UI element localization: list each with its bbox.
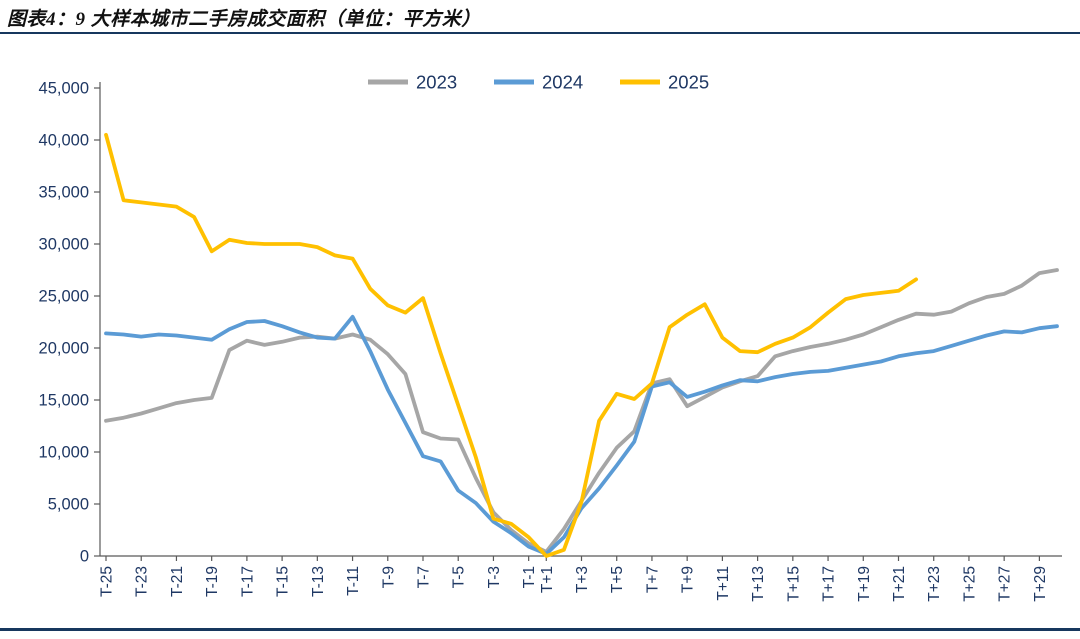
x-axis-label: T+25	[961, 566, 978, 602]
y-axis-label: 35,000	[39, 184, 89, 202]
y-axis-label: 45,000	[39, 80, 89, 98]
x-axis-label: T-9	[380, 566, 397, 588]
series-2025-line	[104, 132, 918, 558]
x-axis-label: T-25	[99, 566, 116, 597]
x-axis-label: T+29	[1032, 566, 1049, 602]
legend-label-2024: 2024	[542, 72, 583, 93]
y-axis-label: 5,000	[48, 496, 89, 514]
x-axis-label: T-17	[239, 566, 256, 597]
x-axis-label: T-21	[169, 566, 186, 597]
x-axis-label: T+27	[997, 566, 1014, 602]
x-axis-label: T-1	[521, 566, 538, 588]
x-axis-label: T+17	[821, 566, 838, 602]
title-underline-rule	[0, 32, 1080, 34]
y-axis-label: 40,000	[39, 132, 89, 150]
figure-title: 图表4：9 大样本城市二手房成交面积（单位：平方米）	[7, 9, 481, 30]
y-axis-label: 10,000	[39, 444, 89, 462]
x-axis-label: T+23	[926, 566, 943, 602]
x-axis-label: T-3	[486, 566, 503, 588]
x-axis-label: T-13	[310, 566, 327, 597]
x-axis-label: T+21	[891, 566, 908, 602]
x-axis-label: T-11	[345, 566, 362, 596]
legend-label-2023: 2023	[416, 72, 457, 93]
x-axis-label: T-15	[275, 566, 292, 597]
y-axis-label: 30,000	[39, 236, 89, 254]
x-axis-label: T+5	[609, 566, 626, 593]
y-axis-label: 15,000	[39, 392, 89, 410]
x-axis-label: T+3	[574, 566, 591, 593]
x-axis-label: T-7	[416, 566, 433, 588]
x-axis-label: T+7	[644, 566, 661, 593]
x-axis-label: T-19	[204, 566, 221, 597]
x-axis-label: T-23	[134, 566, 151, 597]
footer-rule	[0, 628, 1080, 631]
x-axis-label: T+13	[750, 566, 767, 602]
x-axis-label: T+9	[680, 566, 697, 593]
legend: 2023 2024 2025	[368, 72, 709, 93]
secondhand-housing-transaction-area-chart: 0 5,000 10,000 15,000 20,000 25,000 30,000 35,0…	[39, 72, 1062, 602]
x-axis-label: T+11	[715, 566, 732, 601]
legend-label-2025: 2025	[668, 72, 709, 93]
x-axis-label: T-5	[451, 566, 468, 588]
y-axis-label: 0	[80, 548, 89, 566]
x-axis-label: T+15	[785, 566, 802, 602]
x-axis-label: T+19	[856, 566, 873, 602]
series-2024-line	[104, 314, 1059, 556]
y-axis-label: 25,000	[39, 288, 89, 306]
y-axis-label: 20,000	[39, 340, 89, 358]
x-axis-label: T+1	[539, 566, 556, 593]
